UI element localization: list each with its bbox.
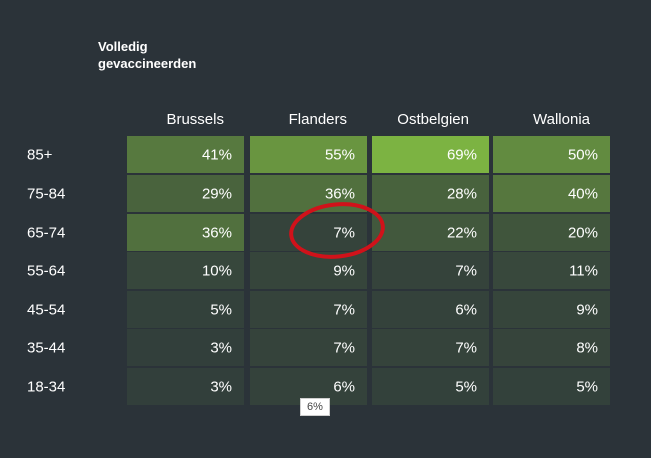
heatmap-cell <box>493 136 610 173</box>
cell-value-label: 36% <box>202 225 232 242</box>
cell-value-label: 11% <box>569 263 598 280</box>
cell-value-label: 10% <box>202 263 232 280</box>
heatmap-cell <box>250 291 367 328</box>
heatmap-cell <box>372 252 489 289</box>
heatmap-cell <box>372 136 489 173</box>
heatmap-cell <box>127 136 244 173</box>
heatmap-cell <box>250 136 367 173</box>
heatmap-cell <box>127 291 244 328</box>
cell-value-label: 55% <box>325 147 355 164</box>
heatmap-cell <box>493 252 610 289</box>
value-tooltip: 6% <box>300 398 330 416</box>
heatmap-cell <box>493 175 610 212</box>
row-label-55-64: 55-64 <box>27 263 65 280</box>
heatmap-cell <box>127 214 244 251</box>
cell-value-label: 5% <box>455 379 477 396</box>
column-header-wallonia: Wallonia <box>533 111 591 128</box>
heatmap-cell <box>372 214 489 251</box>
cell-value-label: 6% <box>333 379 355 396</box>
cell-value-label: 36% <box>325 186 355 203</box>
highlight-ellipse <box>289 202 385 259</box>
cell-value-label: 7% <box>333 225 355 242</box>
cell-value-label: 22% <box>447 225 477 242</box>
chart-title: Volledig gevaccineerden <box>98 39 197 71</box>
heatmap-cell <box>493 291 610 328</box>
heatmap-cell <box>372 291 489 328</box>
row-label-18-34: 18-34 <box>27 379 65 396</box>
cell-value-label: 28% <box>447 186 477 203</box>
heatmap-cell <box>127 329 244 366</box>
cell-value-label: 3% <box>210 340 232 357</box>
row-label-65-74: 65-74 <box>27 225 65 242</box>
cell-value-label: 7% <box>333 302 355 319</box>
heatmap-cell <box>372 175 489 212</box>
column-header-brussels: Brussels <box>166 111 224 128</box>
cell-value-label: 3% <box>210 379 232 396</box>
row-label-35-44: 35-44 <box>27 340 65 357</box>
row-label-45-54: 45-54 <box>27 302 65 319</box>
heatmap-cell <box>127 368 244 405</box>
cell-value-label: 20% <box>568 225 598 242</box>
heatmap-cell <box>372 368 489 405</box>
row-label-75-84: 75-84 <box>27 186 65 203</box>
column-header-ostbelgien: Ostbelgien <box>397 111 469 128</box>
cell-value-label: 8% <box>576 340 598 357</box>
cell-value-label: 7% <box>333 340 355 357</box>
heatmap-cell <box>250 329 367 366</box>
cell-value-label: 29% <box>202 186 232 203</box>
cell-value-label: 5% <box>210 302 232 319</box>
heatmap-cell <box>493 329 610 366</box>
cell-value-label: 50% <box>568 147 598 164</box>
cell-value-label: 69% <box>447 147 477 164</box>
cell-value-label: 40% <box>568 186 598 203</box>
row-label-85+: 85+ <box>27 147 53 164</box>
cell-value-label: 7% <box>455 263 477 280</box>
cell-value-label: 5% <box>576 379 598 396</box>
cell-value-label: 6% <box>455 302 477 319</box>
cell-value-label: 9% <box>333 263 355 280</box>
cell-value-label: 9% <box>576 302 598 319</box>
cell-value-label: 7% <box>455 340 477 357</box>
heatmap-cell <box>127 175 244 212</box>
heatmap-cell <box>250 252 367 289</box>
column-header-flanders: Flanders <box>289 111 347 128</box>
heatmap-cell <box>493 214 610 251</box>
heatmap-cell <box>493 368 610 405</box>
heatmap-cell <box>127 252 244 289</box>
heatmap-cell <box>372 329 489 366</box>
heatmap-cell <box>250 214 367 251</box>
cell-value-label: 41% <box>202 147 232 164</box>
